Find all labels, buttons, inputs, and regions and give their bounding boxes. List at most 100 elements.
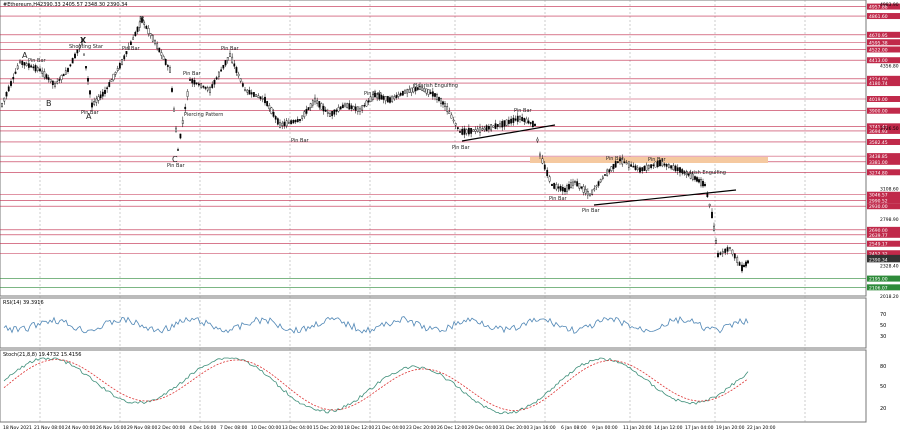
price-pane[interactable]: [0, 0, 867, 297]
candle-body: [412, 87, 415, 93]
candle-body: [81, 39, 83, 45]
candle-body: [162, 56, 165, 60]
label-b2: B: [139, 15, 145, 24]
candle-body: [30, 65, 33, 68]
candle-body: [255, 94, 258, 97]
candle-body: [636, 167, 639, 171]
label-pinbar: Pin Bar: [81, 110, 100, 116]
price-label: 2390.34: [869, 257, 888, 263]
stoch-label: Stoch(21,8,8) 19.4732 15.4156: [3, 352, 81, 358]
candle-body: [326, 111, 329, 114]
candle-body: [58, 79, 61, 81]
candle-body: [574, 181, 576, 183]
time-label: 9 Jan 00:00: [592, 425, 618, 431]
price-label: 3381.00: [869, 160, 888, 166]
candle-body: [719, 252, 722, 255]
time-label: 26 Dec 12:00: [437, 425, 467, 431]
candle-body: [339, 106, 342, 110]
candle-body: [527, 120, 530, 124]
candle-body: [487, 126, 490, 130]
candle-body: [237, 73, 240, 77]
candle-body: [610, 166, 613, 171]
candle-body: [209, 87, 211, 93]
candle-body: [507, 119, 510, 124]
rsi-pane[interactable]: [0, 297, 867, 349]
candle-body: [525, 118, 528, 124]
time-label: 10 Dec 00:00: [251, 425, 281, 431]
candle-body: [136, 26, 139, 32]
candle-body: [369, 96, 372, 102]
resistance-zone[interactable]: [530, 157, 768, 163]
candle-body: [374, 92, 376, 98]
candle-body: [259, 96, 262, 100]
price-label-box: [867, 13, 900, 20]
candle-body: [519, 116, 521, 120]
candle-body: [427, 89, 430, 95]
candle-body: [632, 165, 635, 168]
candle-body: [704, 184, 706, 186]
price-tick: 2798.90: [880, 217, 899, 223]
candle-body: [85, 66, 87, 69]
candle-body: [442, 101, 444, 105]
candle-body: [578, 183, 581, 189]
candle-body: [627, 161, 630, 168]
candle-body: [654, 161, 657, 168]
candle-body: [661, 161, 664, 167]
candle-body: [272, 111, 275, 117]
candle-body: [521, 117, 524, 121]
candle-body: [235, 67, 238, 73]
candle-body: [425, 88, 428, 94]
candle-body: [191, 78, 194, 84]
candle-body: [78, 44, 81, 49]
stoch-scale-80: 80: [880, 364, 886, 370]
candle-body: [616, 161, 619, 163]
candle-body: [436, 94, 438, 100]
candle-body: [656, 160, 659, 167]
time-label: 21 Dec 04:00: [375, 425, 405, 431]
candle-body: [393, 96, 396, 100]
candle-body: [743, 264, 745, 268]
candle-body: [244, 89, 246, 91]
candle-body: [395, 95, 398, 98]
candle-body: [708, 203, 711, 207]
time-label: 21 Nov 08:00: [34, 425, 64, 431]
stoch-pane[interactable]: [0, 349, 867, 423]
candle-body: [694, 176, 696, 180]
annotations: A B X A B C Shooting Star Piercing Patte…: [22, 15, 726, 214]
price-label-box: [867, 256, 900, 263]
candle-body: [593, 188, 596, 191]
candle-body: [305, 109, 308, 114]
candle-body: [12, 76, 15, 80]
candle-body: [696, 177, 698, 182]
candle-body: [485, 125, 488, 132]
candle-body: [220, 69, 223, 72]
candle-body: [621, 157, 624, 165]
price-label-box: [867, 80, 900, 87]
candle-body: [548, 176, 551, 182]
candle-body: [582, 186, 585, 193]
candle-body: [380, 94, 383, 100]
candle-body: [745, 261, 747, 267]
trendline-1[interactable]: [461, 124, 556, 142]
candle-body: [490, 124, 493, 131]
price-label: 4413.00: [869, 58, 888, 64]
time-label: 18 Dec 12:00: [344, 425, 374, 431]
label-pinbar: Pin Bar: [452, 145, 471, 151]
price-label-box: [867, 31, 900, 38]
label-pinbar: Pin Bar: [183, 71, 202, 77]
time-axis[interactable]: 18 Nov 2021 21 Nov 08:00 24 Nov 00:00 26 No…: [3, 425, 776, 431]
candle-body: [454, 123, 457, 126]
price-label: 2452.32: [869, 251, 888, 257]
candle-body: [101, 91, 104, 97]
candle-body: [584, 188, 587, 194]
candle-body: [492, 125, 495, 128]
trendline-2[interactable]: [593, 189, 737, 206]
candle-body: [285, 120, 288, 127]
candle-body: [104, 90, 106, 94]
price-label-box: [867, 57, 900, 64]
candle-body: [64, 70, 67, 75]
candle-body: [446, 106, 449, 112]
